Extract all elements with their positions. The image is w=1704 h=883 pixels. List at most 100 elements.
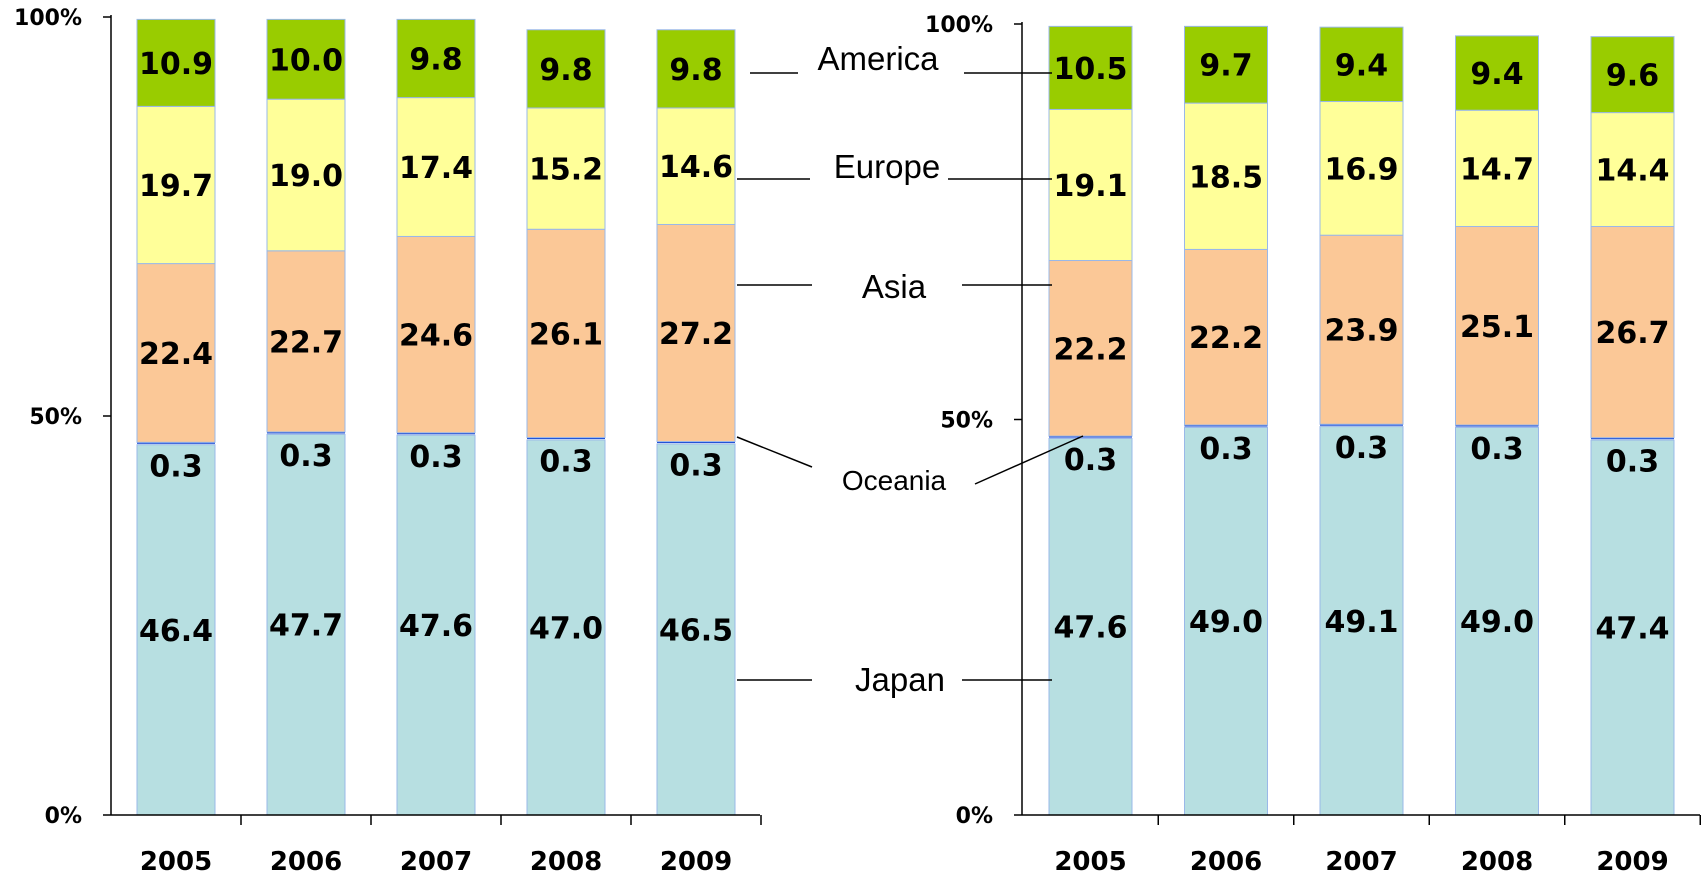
bar-segment-asia-2005	[136, 263, 216, 443]
data-label-japan-2007: 47.6	[399, 609, 473, 644]
data-label-japan-2009: 47.4	[1595, 612, 1669, 647]
x-tick-label-2008: 2008	[530, 847, 602, 877]
data-label-asia-2009: 26.7	[1595, 316, 1669, 351]
bar-segment-japan-2005	[136, 444, 216, 816]
data-label-america-2008: 9.4	[1470, 57, 1523, 92]
data-label-oceania-2005: 0.3	[1064, 443, 1117, 478]
data-label-asia-2006: 22.2	[1189, 321, 1263, 356]
x-tick-label-2007: 2007	[400, 847, 472, 877]
x-tick-label-2006: 2006	[270, 847, 342, 877]
data-label-oceania-2008: 0.3	[1470, 432, 1523, 467]
data-label-asia-2009: 27.2	[659, 317, 733, 352]
data-label-asia-2006: 22.7	[269, 325, 343, 360]
data-label-europe-2008: 14.7	[1460, 152, 1534, 187]
data-label-america-2007: 9.8	[409, 42, 462, 77]
data-label-europe-2007: 16.9	[1324, 152, 1398, 187]
data-label-america-2005: 10.5	[1053, 52, 1127, 87]
data-label-oceania-2009: 0.3	[669, 449, 722, 484]
bar-segment-japan-2008	[1455, 426, 1539, 816]
data-label-asia-2008: 25.1	[1460, 310, 1534, 345]
bar-segment-europe-2007	[1319, 101, 1404, 236]
y-tick-label: 0%	[45, 804, 82, 829]
data-label-asia-2005: 22.4	[139, 337, 213, 372]
legend-label-oceania: Oceania	[842, 465, 947, 496]
data-label-japan-2006: 49.0	[1189, 605, 1263, 640]
bar-segment-asia-2009	[656, 223, 736, 443]
data-label-europe-2009: 14.4	[1595, 154, 1669, 189]
bar-segment-america-2007	[396, 18, 476, 99]
data-label-japan-2005: 46.4	[139, 614, 213, 649]
bar-segment-europe-2005	[136, 105, 216, 265]
data-label-oceania-2007: 0.3	[1335, 431, 1388, 466]
legend-label-europe: Europe	[834, 148, 940, 185]
data-label-japan-2007: 49.1	[1324, 605, 1398, 640]
data-label-america-2005: 10.9	[139, 47, 213, 82]
bar-segment-america-2008	[1455, 35, 1539, 111]
bar-segment-america-2008	[526, 29, 606, 109]
x-tick-label-2005: 2005	[140, 847, 212, 877]
bar-segment-europe-2008	[1455, 109, 1539, 227]
legend-label-japan: Japan	[855, 661, 945, 698]
chart-right: 47.6 0.3 22.2 19.1 10.5 2005 49.0 0.3 22.2 18.5 9.…	[925, 13, 1701, 877]
bar-segment-japan-2007	[396, 434, 476, 816]
bar-segment-asia-2006	[1184, 248, 1268, 426]
data-label-japan-2008: 49.0	[1460, 605, 1534, 640]
bar-segment-europe-2005	[1048, 108, 1133, 262]
bar-segment-america-2009	[1590, 36, 1675, 114]
data-label-america-2006: 9.7	[1199, 49, 1252, 84]
data-label-oceania-2009: 0.3	[1606, 445, 1659, 480]
x-tick-label-2007: 2007	[1325, 847, 1397, 877]
data-label-oceania-2006: 0.3	[279, 439, 332, 474]
y-tick-label: 50%	[29, 405, 82, 430]
data-label-japan-2006: 47.7	[269, 609, 343, 644]
data-label-asia-2007: 23.9	[1324, 314, 1398, 349]
data-label-japan-2009: 46.5	[659, 613, 733, 648]
bar-segment-europe-2006	[1184, 102, 1268, 250]
bar-segment-europe-2007	[396, 97, 476, 237]
x-tick-label-2005: 2005	[1054, 847, 1126, 877]
bar-segment-asia-2008	[526, 228, 606, 439]
bar-segment-japan-2006	[1184, 426, 1268, 816]
data-label-america-2008: 9.8	[539, 53, 592, 88]
bar-segment-europe-2008	[526, 107, 606, 230]
legend-label-america: America	[817, 40, 939, 77]
bar-segment-asia-2007	[396, 235, 476, 434]
bar-segment-japan-2005	[1048, 437, 1133, 816]
data-label-europe-2005: 19.7	[139, 169, 213, 204]
legend: America Europe Asia Oceania Japan	[736, 40, 1084, 698]
bar-segment-europe-2009	[1590, 112, 1675, 227]
data-label-america-2009: 9.6	[1606, 59, 1659, 94]
data-label-asia-2008: 26.1	[529, 317, 603, 352]
data-label-oceania-2008: 0.3	[539, 445, 592, 480]
bar-segment-america-2005	[136, 18, 216, 107]
leader-oceania-right	[974, 435, 1084, 485]
data-label-japan-2005: 47.6	[1053, 611, 1127, 646]
data-label-america-2007: 9.4	[1335, 48, 1388, 83]
data-label-asia-2007: 24.6	[399, 319, 473, 354]
bar-segment-america-2006	[266, 18, 346, 100]
x-tick-label-2008: 2008	[1461, 847, 1533, 877]
data-label-europe-2008: 15.2	[529, 153, 603, 188]
x-tick-label-2006: 2006	[1190, 847, 1262, 877]
data-label-asia-2005: 22.2	[1053, 332, 1127, 367]
x-tick-label-2009: 2009	[660, 847, 732, 877]
chart-left: 46.4 0.3 22.4 19.7 10.9 2005 47.7 0.3 22.7 19.0 10…	[14, 6, 762, 877]
data-label-europe-2007: 17.4	[399, 151, 473, 186]
data-label-oceania-2007: 0.3	[409, 440, 462, 475]
data-label-japan-2008: 47.0	[529, 611, 603, 646]
data-label-oceania-2005: 0.3	[149, 449, 202, 484]
x-tick-label-2009: 2009	[1596, 847, 1668, 877]
bar-segment-japan-2008	[526, 439, 606, 816]
data-label-europe-2005: 19.1	[1053, 169, 1127, 204]
data-label-europe-2006: 18.5	[1189, 160, 1263, 195]
data-label-america-2006: 10.0	[269, 43, 343, 78]
bar-segment-asia-2005	[1048, 260, 1133, 437]
bar-segment-america-2007	[1319, 26, 1404, 103]
data-label-oceania-2006: 0.3	[1199, 432, 1252, 467]
bar-segment-america-2006	[1184, 25, 1268, 104]
bar-segment-america-2009	[656, 29, 736, 109]
y-tick-label: 100%	[925, 13, 993, 38]
y-tick-label: 100%	[14, 6, 82, 31]
data-label-europe-2006: 19.0	[269, 159, 343, 194]
